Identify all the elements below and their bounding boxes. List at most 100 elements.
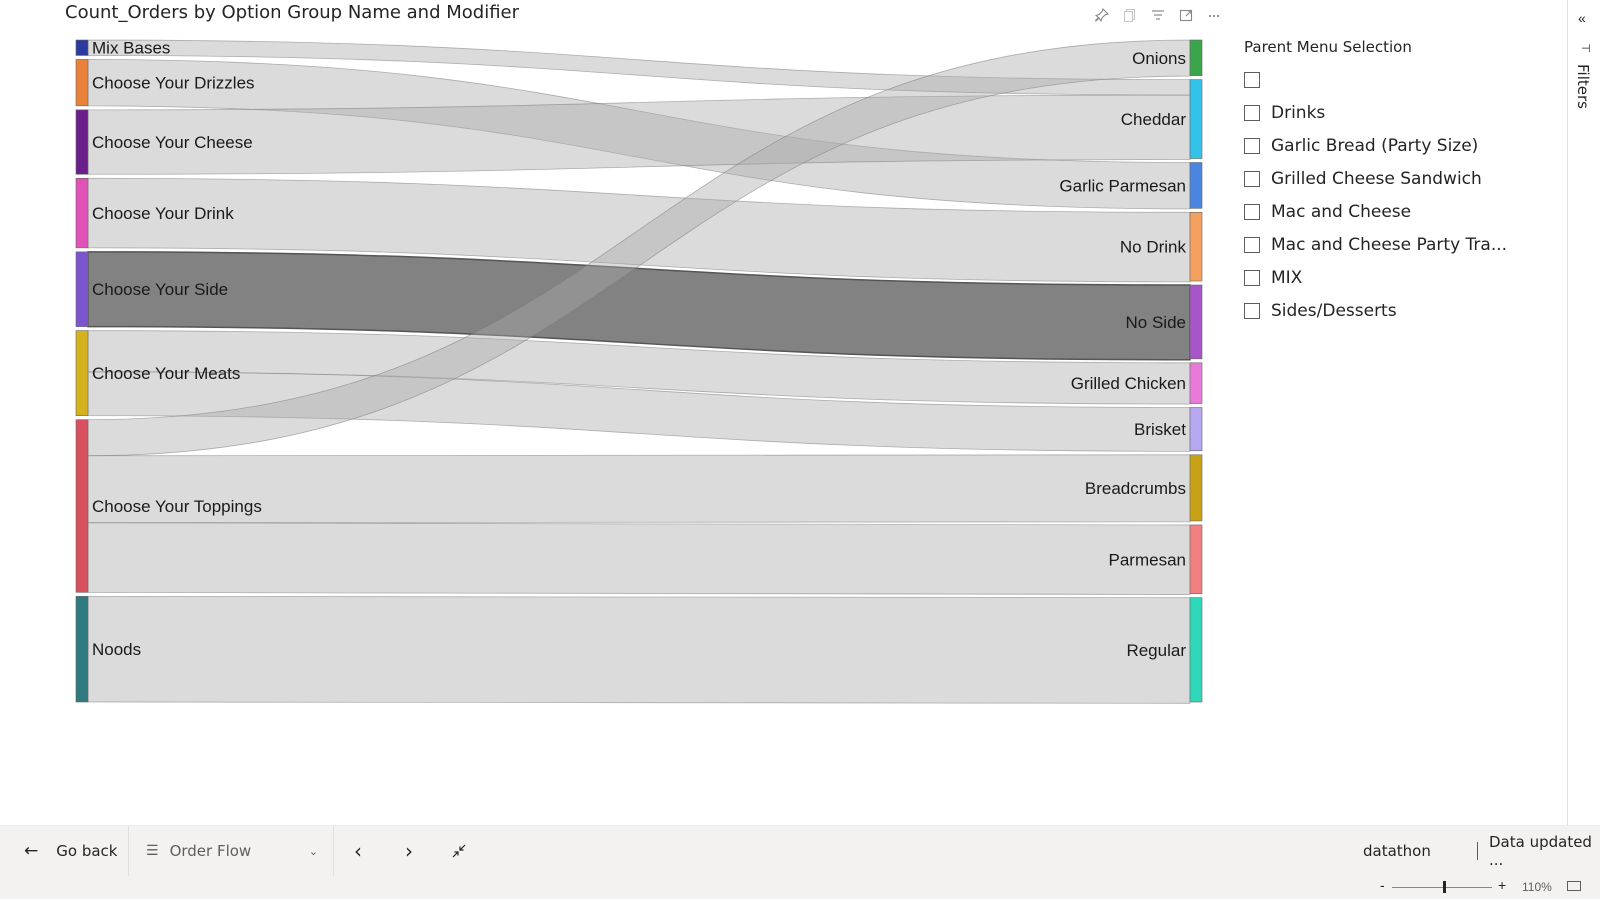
visual-header-icons	[1093, 6, 1223, 24]
filters-pane: « ⊣ Filters	[1567, 0, 1600, 825]
more-options-icon[interactable]	[1205, 6, 1223, 24]
checkbox[interactable]	[1244, 104, 1260, 121]
slicer-item[interactable]: Sides/Desserts	[1244, 294, 1544, 327]
sankey-node[interactable]	[1189, 212, 1203, 282]
data-updated-status[interactable]: Data updated ...	[1489, 833, 1592, 869]
sankey-node[interactable]	[1189, 79, 1203, 159]
checkbox[interactable]	[1244, 71, 1260, 88]
page-list-icon: ☰	[146, 843, 159, 859]
checkbox[interactable]	[1244, 170, 1260, 187]
arrow-left-icon: ←	[24, 841, 39, 861]
slicer-item[interactable]: Mac and Cheese Party Tra...	[1244, 228, 1544, 261]
sankey-link[interactable]	[87, 522, 1191, 595]
slicer-item[interactable]: MIX	[1244, 261, 1544, 294]
go-back-button[interactable]: ← Go back	[24, 826, 117, 876]
sankey-node-label: Garlic Parmesan	[1059, 176, 1186, 195]
sankey-node-label: Cheddar	[1121, 110, 1187, 129]
filter-pane-icon: ⊣	[1581, 43, 1591, 55]
chevron-right-icon: ›	[405, 839, 413, 863]
sankey-node-label: Onions	[1132, 49, 1186, 68]
zoom-slider-track[interactable]	[1392, 887, 1492, 888]
focus-mode-icon[interactable]	[1177, 6, 1195, 24]
checkbox[interactable]	[1244, 236, 1260, 253]
sankey-node[interactable]	[75, 109, 89, 175]
next-page-button[interactable]: ›	[405, 826, 413, 876]
filter-icon[interactable]	[1149, 6, 1167, 24]
slicer-item-label: Mac and Cheese	[1271, 201, 1412, 222]
sankey-node-label: Grilled Chicken	[1071, 374, 1186, 393]
copy-icon[interactable]	[1121, 6, 1139, 24]
slicer-item[interactable]: Drinks	[1244, 96, 1544, 129]
sankey-node[interactable]	[1189, 597, 1203, 703]
slicer-item[interactable]	[1244, 63, 1544, 96]
sankey-node[interactable]	[1189, 162, 1203, 209]
chevron-left-icon: ‹	[354, 839, 362, 863]
zoom-slider-thumb[interactable]	[1443, 881, 1446, 893]
sankey-node-label: Choose Your Drink	[92, 204, 234, 223]
sankey-node-label: Parmesan	[1109, 550, 1186, 569]
sankey-node-label: Choose Your Meats	[92, 364, 240, 383]
bottom-navigation-bar: ← Go back ☰ Order Flow ⌄ ‹ › datathon Da…	[0, 825, 1600, 876]
sankey-node[interactable]	[75, 419, 89, 593]
sankey-node-label: No Drink	[1120, 238, 1187, 257]
page-selector-dropdown[interactable]: ☰ Order Flow ⌄	[146, 826, 318, 876]
sankey-node-label: Noods	[92, 640, 141, 659]
collapse-chevron-icon[interactable]: «	[1578, 10, 1586, 26]
sankey-node-label: Regular	[1126, 641, 1186, 660]
sankey-node-label: Choose Your Drizzles	[92, 74, 255, 93]
sankey-node[interactable]	[1189, 407, 1203, 452]
sankey-link[interactable]	[87, 595, 1191, 704]
slicer-item-label: Mac and Cheese Party Tra...	[1271, 234, 1508, 255]
slicer-item[interactable]: Garlic Bread (Party Size)	[1244, 129, 1544, 162]
visual-title: Count_Orders by Option Group Name and Mo…	[65, 2, 520, 23]
sankey-node[interactable]	[1189, 524, 1203, 594]
checkbox[interactable]	[1244, 302, 1260, 319]
slicer-title: Parent Menu Selection	[1244, 38, 1412, 56]
zoom-in-button[interactable]: +	[1498, 877, 1507, 893]
sankey-node[interactable]	[1189, 362, 1203, 404]
pin-icon[interactable]	[1093, 6, 1111, 24]
slicer-item[interactable]: Grilled Cheese Sandwich	[1244, 162, 1544, 195]
checkbox[interactable]	[1244, 269, 1260, 286]
sankey-node-label: Choose Your Side	[92, 280, 228, 299]
sankey-node[interactable]	[1189, 284, 1203, 360]
sankey-node[interactable]	[1189, 39, 1203, 76]
checkbox[interactable]	[1244, 203, 1260, 220]
sankey-node-label: Choose Your Cheese	[92, 133, 253, 152]
fit-to-page-icon[interactable]	[1567, 881, 1581, 891]
sankey-node-label: No Side	[1126, 313, 1186, 332]
sankey-node-label: Mix Bases	[92, 39, 170, 58]
sankey-link[interactable]	[87, 59, 1191, 210]
zoom-out-button[interactable]: -	[1380, 877, 1385, 893]
slicer-item-label: MIX	[1271, 267, 1303, 288]
exit-full-screen-button[interactable]	[452, 826, 466, 876]
checkbox[interactable]	[1244, 137, 1260, 154]
slicer-item-label: Sides/Desserts	[1271, 300, 1397, 321]
slicer-item-label: Grilled Cheese Sandwich	[1271, 168, 1482, 189]
sankey-node[interactable]	[75, 177, 89, 249]
sankey-link[interactable]	[87, 251, 1191, 361]
sankey-node-label: Brisket	[1134, 420, 1186, 439]
sankey-node[interactable]	[75, 596, 89, 703]
workspace-name: datathon	[1363, 842, 1431, 860]
sankey-link[interactable]	[87, 454, 1191, 524]
zoom-level: 110%	[1522, 880, 1552, 894]
previous-page-button[interactable]: ‹	[354, 826, 362, 876]
sankey-node[interactable]	[75, 251, 89, 327]
sankey-node[interactable]	[75, 330, 89, 416]
sankey-link[interactable]	[87, 330, 1191, 405]
collapse-arrows-icon	[452, 844, 466, 858]
slicer-item-label: Garlic Bread (Party Size)	[1271, 135, 1479, 156]
sankey-link[interactable]	[87, 94, 1191, 175]
sankey-node[interactable]	[75, 39, 89, 56]
slicer-item[interactable]: Mac and Cheese	[1244, 195, 1544, 228]
sankey-link[interactable]	[87, 39, 1191, 457]
sankey-node[interactable]	[75, 59, 89, 107]
sankey-node[interactable]	[1189, 454, 1203, 522]
sankey-link[interactable]	[87, 371, 1191, 452]
chevron-down-icon: ⌄	[308, 844, 318, 858]
slicer-list: Drinks Garlic Bread (Party Size) Grilled C…	[1244, 63, 1544, 327]
sankey-chart[interactable]: Mix Bases Choose Your Drizzles Choose Your…	[0, 0, 1220, 720]
filters-pane-label[interactable]: Filters	[1574, 64, 1592, 109]
page-selector-label: Order Flow	[169, 842, 252, 860]
